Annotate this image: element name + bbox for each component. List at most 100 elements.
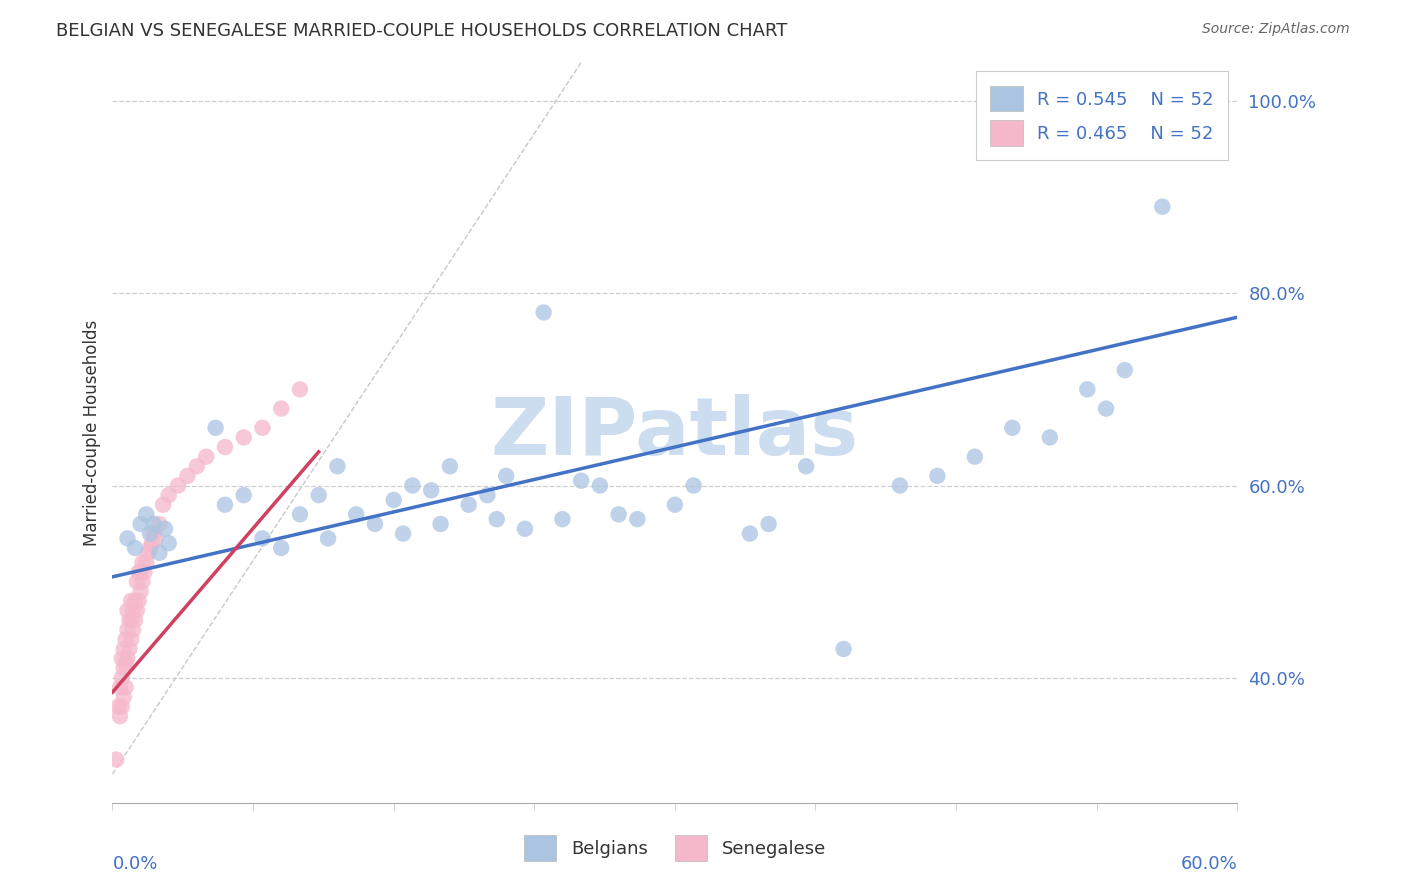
Point — [128, 594, 150, 608]
Point — [420, 483, 443, 498]
Point — [117, 603, 139, 617]
Point — [457, 498, 479, 512]
Point — [1001, 421, 1024, 435]
Point — [117, 532, 139, 546]
Text: 0.0%: 0.0% — [112, 855, 157, 872]
Point — [108, 709, 131, 723]
Point — [214, 498, 236, 512]
Point — [157, 488, 180, 502]
Point — [167, 478, 190, 492]
Point — [551, 512, 574, 526]
Point — [288, 508, 311, 522]
Point — [114, 632, 136, 647]
Point — [232, 430, 254, 444]
Point — [111, 699, 134, 714]
Point — [682, 478, 704, 492]
Point — [135, 508, 157, 522]
Point — [589, 478, 612, 492]
Point — [112, 642, 135, 657]
Point — [112, 690, 135, 704]
Point — [129, 565, 152, 579]
Legend: R = 0.545    N = 52, R = 0.465    N = 52: R = 0.545 N = 52, R = 0.465 N = 52 — [976, 71, 1229, 161]
Point — [118, 613, 141, 627]
Point — [111, 671, 134, 685]
Point — [125, 603, 148, 617]
Point — [533, 305, 555, 319]
Point — [738, 526, 761, 541]
Text: Source: ZipAtlas.com: Source: ZipAtlas.com — [1202, 22, 1350, 37]
Point — [124, 613, 146, 627]
Point — [495, 469, 517, 483]
Point — [120, 613, 142, 627]
Point — [125, 574, 148, 589]
Point — [148, 546, 170, 560]
Point — [569, 474, 592, 488]
Point — [128, 565, 150, 579]
Point — [120, 594, 142, 608]
Y-axis label: Married-couple Households: Married-couple Households — [83, 319, 101, 546]
Point — [204, 421, 226, 435]
Point — [129, 516, 152, 531]
Point — [326, 459, 349, 474]
Point — [214, 440, 236, 454]
Point — [439, 459, 461, 474]
Point — [963, 450, 986, 464]
Point — [832, 642, 855, 657]
Point — [114, 681, 136, 695]
Point — [889, 478, 911, 492]
Point — [1076, 382, 1098, 396]
Point — [131, 574, 153, 589]
Point — [1152, 200, 1174, 214]
Point — [758, 516, 780, 531]
Point — [1095, 401, 1118, 416]
Point — [195, 450, 218, 464]
Point — [382, 492, 405, 507]
Point — [142, 516, 165, 531]
Point — [186, 459, 208, 474]
Point — [105, 752, 128, 766]
Point — [252, 532, 274, 546]
Point — [134, 565, 156, 579]
Point — [316, 532, 339, 546]
Point — [108, 681, 131, 695]
Point — [664, 498, 686, 512]
Point — [252, 421, 274, 435]
Point — [270, 401, 292, 416]
Point — [607, 508, 630, 522]
Point — [112, 661, 135, 675]
Text: 60.0%: 60.0% — [1181, 855, 1237, 872]
Point — [122, 623, 145, 637]
Point — [401, 478, 423, 492]
Point — [626, 512, 648, 526]
Point — [308, 488, 330, 502]
Point — [176, 469, 198, 483]
Point — [794, 459, 817, 474]
Point — [148, 516, 170, 531]
Point — [120, 632, 142, 647]
Point — [139, 541, 162, 555]
Point — [1039, 430, 1062, 444]
Point — [139, 526, 162, 541]
Point — [136, 546, 159, 560]
Point — [111, 651, 134, 665]
Point — [364, 516, 387, 531]
Point — [157, 536, 180, 550]
Point — [117, 623, 139, 637]
Point — [145, 532, 167, 546]
Point — [927, 469, 949, 483]
Point — [118, 642, 141, 657]
Point — [288, 382, 311, 396]
Point — [153, 522, 176, 536]
Point — [1114, 363, 1136, 377]
Text: ZIPatlas: ZIPatlas — [491, 393, 859, 472]
Point — [485, 512, 508, 526]
Point — [117, 651, 139, 665]
Point — [429, 516, 451, 531]
Point — [107, 699, 129, 714]
Point — [344, 508, 367, 522]
Text: BELGIAN VS SENEGALESE MARRIED-COUPLE HOUSEHOLDS CORRELATION CHART: BELGIAN VS SENEGALESE MARRIED-COUPLE HOU… — [56, 22, 787, 40]
Point — [477, 488, 499, 502]
Point — [122, 603, 145, 617]
Point — [131, 556, 153, 570]
Point — [270, 541, 292, 555]
